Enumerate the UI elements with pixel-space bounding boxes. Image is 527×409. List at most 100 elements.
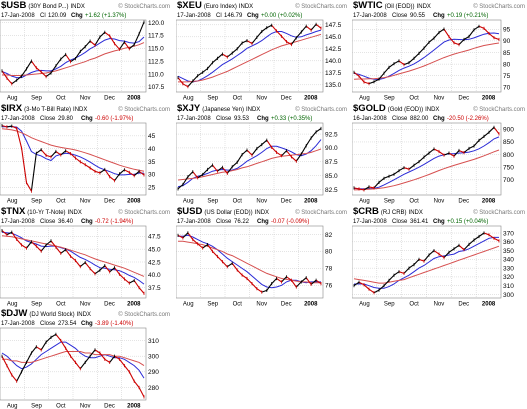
price-segment [84,164,91,169]
price-segment [79,262,86,268]
price-segment [65,150,71,155]
price-segment [26,352,32,363]
x-tick-label: Aug [183,96,194,102]
y-tick-label: 115.0 [148,46,164,53]
x-tick-label: Nov [80,404,91,409]
price-segment [413,161,420,166]
chart-exchange: INDX [255,210,269,216]
price-segment [207,164,213,170]
chart-change-value: +0.33 (+0.35%) [271,116,312,122]
price-segment [212,251,218,257]
price-segment [197,243,204,249]
price-segment [231,262,238,271]
chart-panel-xjy: $XJY (Japanese Yen) INDX © StockCharts.com 1… [176,103,349,204]
x-tick-label: Sep [31,302,42,308]
price-segment [236,154,243,163]
y-tick-label: 107.5 [148,84,165,91]
price-segment [65,54,72,63]
price-segment [222,53,228,58]
chart-change-label: Chg [257,116,269,122]
chart-quote-label: Cl [40,13,46,19]
price-segment [261,27,268,32]
price-segment [6,77,13,85]
price-segment [271,24,278,32]
chart-svg: $DJW (DJ World Stock) INDX © StockCharts.co… [0,308,170,409]
chart-change-value: -0.72 (-1.94%) [95,219,133,225]
x-tick-label: Aug [359,96,370,102]
price-segment [138,287,145,294]
chart-quote-value: 273.54 [58,321,77,327]
y-tick-label: 290 [148,369,159,376]
price-segment [300,25,307,33]
price-segment [31,241,37,247]
x-tick-label: Nov [434,302,445,308]
price-segment [70,153,76,159]
chart-svg: $TNX (10-Yr T-Note) INDX © StockCharts.com 1… [0,206,170,308]
price-segment [30,346,37,354]
price-segment [45,72,52,78]
chart-quote-label: Close [216,116,232,122]
price-segment [89,349,96,357]
price-segment [6,231,13,236]
price-segment [50,151,57,158]
price-segment [473,236,480,241]
price-segment [295,281,302,288]
price-segment [266,283,273,291]
series-line-ma-fast [178,234,321,289]
price-segment [236,42,243,50]
chart-brand: © StockCharts.com [118,106,170,113]
chart-brand: © StockCharts.com [118,209,170,216]
price-segment [453,244,460,250]
price-segment [468,29,475,37]
x-tick-label: Sep [31,199,42,205]
x-tick-label: Oct [233,302,243,308]
x-tick-label: Nov [80,96,91,102]
price-segment [256,144,263,149]
price-segment [89,167,96,172]
price-segment [11,125,17,129]
x-tick-label: Dec [104,404,115,409]
price-segment [16,128,23,149]
price-segment [403,167,410,170]
price-segment [398,60,405,66]
chart-name: (3-Mo T-Bill Rate) [24,107,71,113]
price-segment [65,249,72,257]
price-segment [50,240,57,248]
price-segment [36,346,42,351]
price-segment [109,176,115,182]
price-segment [276,278,282,283]
price-segment [21,244,27,249]
x-tick-label: Sep [207,96,218,102]
chart-svg: $XJY (Japanese Yen) INDX © StockCharts.com 1… [176,103,347,204]
price-segment [368,288,375,294]
chart-quote-value: 93.53 [234,116,250,122]
price-segment [104,31,111,37]
y-tick-label: 87.5 [325,159,338,166]
chart-symbol: $WTIC [353,0,383,11]
price-segment [75,157,81,163]
price-segment [433,32,440,39]
price-segment [30,60,37,69]
chart-change-value: -20.50 (-2.26%) [447,116,489,122]
price-segment [413,259,420,265]
price-segment [197,71,204,77]
x-tick-label: Oct [56,96,66,102]
chart-quote-value: 36.40 [58,219,74,225]
price-segment [443,251,450,258]
chart-change-value: +0.19 (+0.21%) [447,13,488,19]
chart-quote-value: 361.41 [410,219,429,225]
price-segment [55,333,62,341]
price-segment [266,139,273,148]
price-segment [241,274,248,279]
price-segment [84,40,91,48]
price-segment [55,246,62,254]
chart-panel-irx: $IRX (3-Mo T-Bill Rate) INDX © StockCharts.… [0,103,172,204]
chart-panel-gold: $GOLD (Gold (EOD)) INDX © StockCharts.com 16… [352,103,527,204]
chart-change-label: Chg [247,13,259,19]
price-series [1,229,145,295]
price-segment [363,81,370,85]
price-segment [368,186,375,189]
price-segment [187,171,194,178]
x-tick-label: Oct [409,96,419,102]
y-tick-label: 900 [503,127,514,134]
